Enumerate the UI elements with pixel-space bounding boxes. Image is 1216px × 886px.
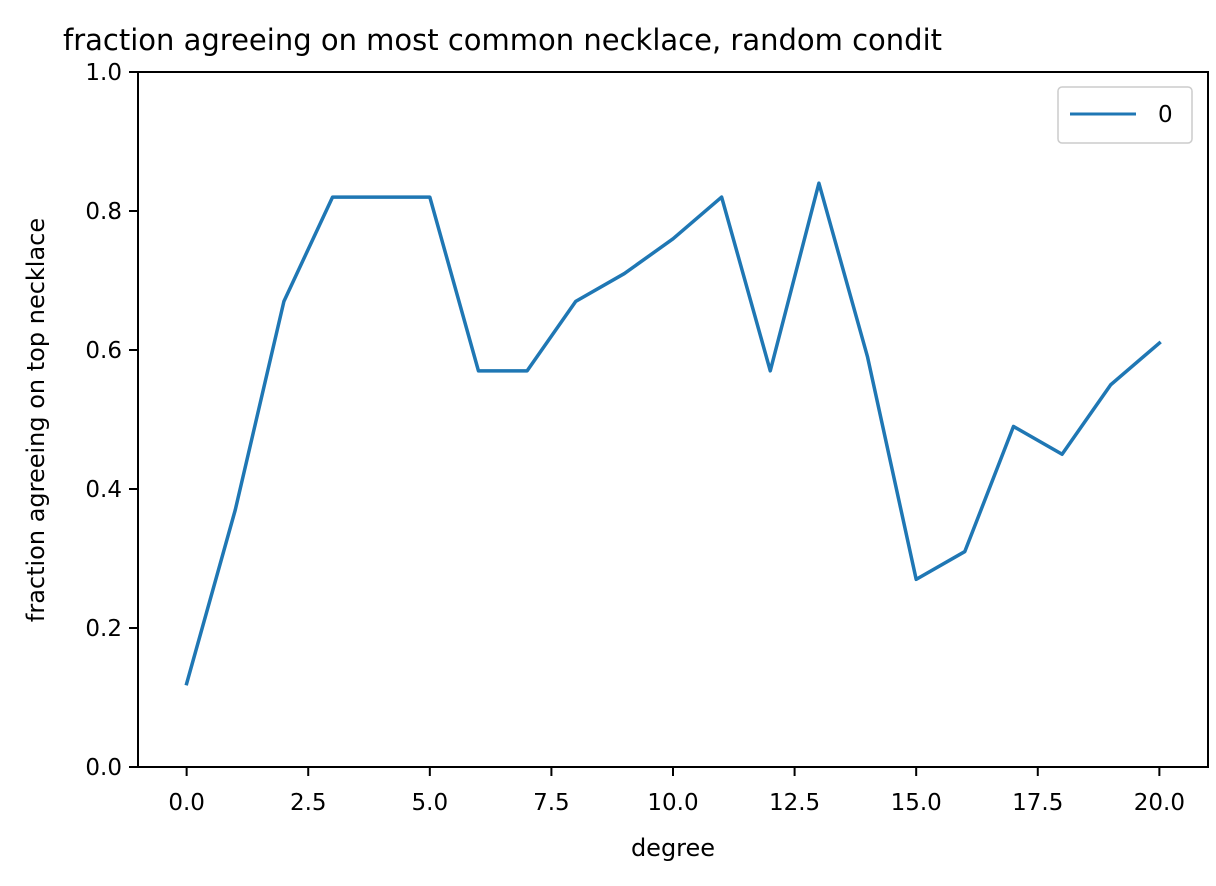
- x-tick-label: 0.0: [168, 790, 205, 816]
- y-tick-label: 0.0: [85, 755, 122, 781]
- series-0-line: [184, 181, 1162, 686]
- chart-title: fraction agreeing on most common necklac…: [63, 23, 942, 57]
- y-tick-label: 0.6: [85, 338, 122, 364]
- x-tick-label: 12.5: [769, 790, 820, 816]
- x-tick-label: 20.0: [1134, 790, 1185, 816]
- x-tick-label: 7.5: [533, 790, 570, 816]
- x-tick-label: 17.5: [1012, 790, 1063, 816]
- y-tick-label: 0.8: [85, 199, 122, 225]
- x-axis: 0.0 2.5 5.0 7.5 10.0 12.5 15.0 17.5 20.0: [168, 767, 1185, 816]
- x-tick-label: 5.0: [412, 790, 449, 816]
- y-tick-label: 1.0: [85, 60, 122, 86]
- x-tick-label: 10.0: [647, 790, 698, 816]
- legend-label: 0: [1158, 102, 1173, 128]
- y-tick-label: 0.2: [85, 616, 122, 642]
- x-tick-label: 15.0: [891, 790, 942, 816]
- x-axis-label: degree: [631, 834, 715, 862]
- y-axis: 0.0 0.2 0.4 0.6 0.8 1.0: [85, 60, 138, 781]
- y-tick-label: 0.4: [85, 477, 122, 503]
- y-axis-label: fraction agreeing on top necklace: [22, 218, 50, 622]
- legend: 0: [1057, 86, 1193, 144]
- x-tick-label: 2.5: [290, 790, 327, 816]
